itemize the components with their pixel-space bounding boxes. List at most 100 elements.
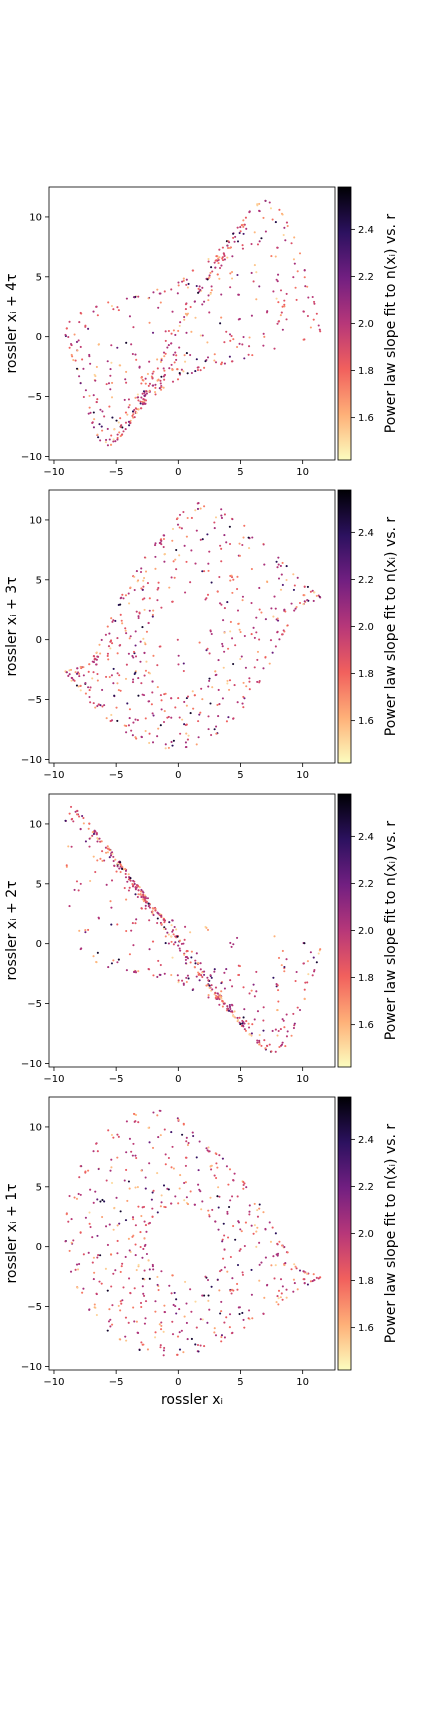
data-point (281, 583, 284, 586)
data-point (298, 1009, 302, 1012)
data-point (135, 411, 138, 414)
data-point (137, 579, 140, 582)
data-point (173, 1291, 176, 1294)
data-point (148, 906, 152, 909)
data-point (274, 1232, 277, 1235)
data-point (229, 579, 232, 582)
data-point (279, 314, 282, 317)
data-point (139, 402, 142, 405)
data-point (65, 865, 68, 868)
data-point (168, 367, 171, 370)
x-tick-label: −5 (109, 770, 124, 781)
data-point (220, 603, 223, 606)
data-point (125, 969, 128, 972)
data-point (125, 370, 128, 373)
data-point (168, 921, 171, 924)
data-point (225, 1316, 228, 1319)
data-point (284, 1045, 287, 1048)
data-point (222, 666, 225, 669)
y-tick-label: −10 (21, 452, 42, 463)
colorbar-tick-label: 2.4 (358, 225, 374, 236)
data-point (175, 568, 178, 571)
data-point (96, 314, 99, 317)
colorbar-tick-label: 2.0 (358, 622, 374, 633)
data-point (89, 686, 92, 689)
data-point (281, 305, 284, 308)
data-point (115, 870, 118, 873)
data-point (115, 419, 118, 422)
data-point (157, 1136, 160, 1139)
data-point (214, 361, 218, 364)
colorbar-tick-label: 2.4 (358, 1135, 374, 1146)
data-point (262, 1019, 265, 1022)
data-point (248, 1033, 251, 1036)
data-point (223, 631, 226, 634)
data-point (268, 1043, 271, 1046)
data-point (253, 1018, 256, 1021)
data-point (277, 577, 281, 580)
data-point (128, 637, 131, 640)
data-point (100, 638, 103, 642)
data-point (258, 1207, 261, 1210)
data-point (210, 632, 213, 636)
data-point (106, 625, 109, 628)
data-point (206, 533, 209, 536)
y-tick-label: −10 (21, 1362, 42, 1373)
data-point (276, 1254, 279, 1257)
data-point (127, 592, 130, 595)
data-point (189, 306, 192, 309)
colorbar-tick-label: 2.0 (358, 1229, 374, 1240)
data-point (203, 570, 206, 573)
data-point (221, 1157, 224, 1160)
data-point (184, 741, 187, 744)
data-point (141, 626, 144, 629)
data-point (187, 1142, 190, 1145)
data-point (154, 1331, 157, 1334)
data-point (241, 599, 244, 602)
data-point (182, 662, 185, 665)
data-point (231, 277, 234, 280)
data-point (147, 967, 150, 971)
y-axis-label: rossler xᵢ + 1τ (4, 1183, 20, 1283)
colorbar-tick-label: 1.6 (358, 1323, 374, 1334)
data-point (89, 1226, 92, 1229)
data-point (248, 677, 251, 680)
data-point (243, 524, 246, 527)
data-point (184, 746, 188, 749)
x-tick-label: 0 (175, 1377, 181, 1388)
data-point (79, 665, 82, 669)
data-point (108, 675, 111, 679)
data-point (273, 1277, 276, 1280)
data-point (189, 581, 192, 584)
data-point (199, 369, 202, 372)
data-point (262, 216, 265, 219)
data-point (96, 840, 99, 843)
data-point (184, 1181, 187, 1184)
data-point (312, 599, 315, 602)
data-point (154, 386, 157, 389)
data-point (256, 1215, 260, 1218)
data-point (217, 1206, 220, 1209)
data-point (304, 981, 307, 984)
data-point (228, 542, 232, 546)
data-point (208, 677, 211, 680)
data-point (260, 1261, 263, 1264)
data-point (258, 1203, 261, 1206)
data-point (103, 704, 106, 707)
data-point (101, 1216, 104, 1219)
data-point (133, 408, 136, 411)
data-point (223, 607, 226, 610)
data-point (146, 582, 149, 585)
data-point (215, 994, 218, 997)
data-point (119, 861, 122, 864)
data-point (137, 295, 140, 298)
data-point (277, 1297, 280, 1300)
data-point (270, 607, 273, 610)
data-point (122, 430, 125, 433)
data-point (238, 1306, 241, 1309)
data-point (137, 396, 140, 399)
data-point (109, 374, 112, 377)
data-point (186, 695, 190, 698)
data-point (128, 1249, 131, 1252)
data-point (315, 312, 318, 315)
